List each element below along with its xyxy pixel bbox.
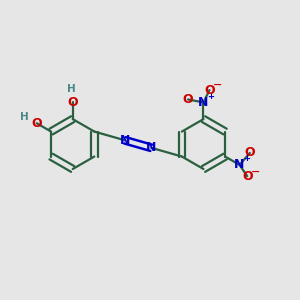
Text: H: H bbox=[20, 112, 28, 122]
Text: O: O bbox=[244, 146, 255, 160]
Text: N: N bbox=[234, 158, 245, 171]
Text: O: O bbox=[242, 170, 253, 183]
Text: O: O bbox=[183, 93, 194, 106]
Text: N: N bbox=[198, 96, 209, 109]
Text: N: N bbox=[120, 134, 130, 147]
Text: N: N bbox=[146, 141, 156, 154]
Text: +: + bbox=[243, 154, 250, 164]
Text: −: − bbox=[213, 80, 223, 90]
Text: H: H bbox=[67, 84, 76, 94]
Text: O: O bbox=[32, 117, 42, 130]
Text: −: − bbox=[251, 167, 260, 176]
Text: O: O bbox=[68, 96, 78, 109]
Text: O: O bbox=[204, 84, 215, 97]
Text: +: + bbox=[207, 92, 214, 101]
